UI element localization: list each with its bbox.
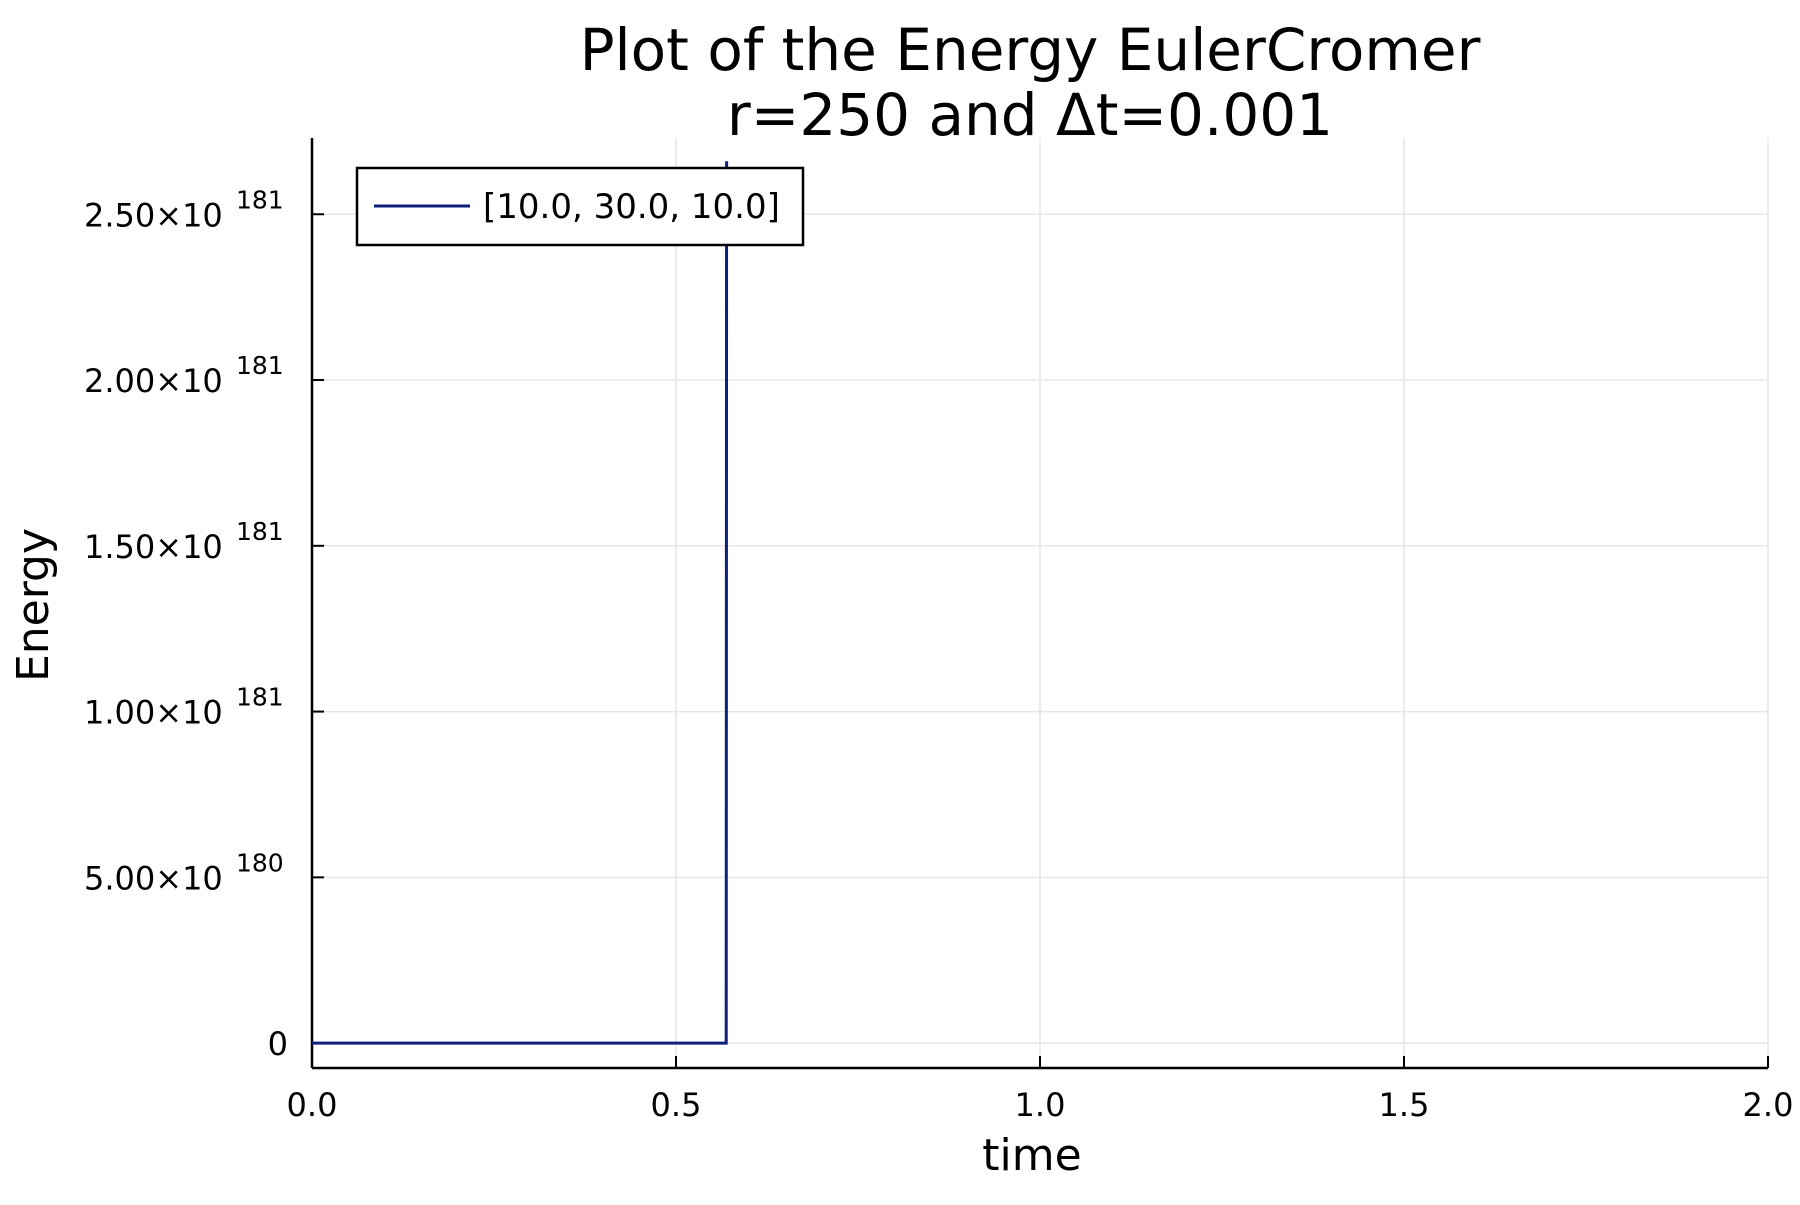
chart-title-line-1: Plot of the Energy EulerCromer bbox=[580, 16, 1481, 84]
x-tick-label-0: 0.0 bbox=[287, 1086, 338, 1124]
x-tick-label-1: 0.5 bbox=[651, 1086, 702, 1124]
axes-layer bbox=[310, 138, 1769, 1070]
y-tick-label-1: 5.00×10 bbox=[84, 859, 223, 897]
y-tick-exponent-5: 181 bbox=[236, 185, 284, 214]
x-axis-label: time bbox=[982, 1130, 1081, 1181]
y-axis-label: Energy bbox=[8, 528, 59, 682]
y-tick-label-5: 2.50×10 bbox=[84, 196, 223, 234]
x-tick-label-2: 1.0 bbox=[1015, 1086, 1066, 1124]
y-tick-label-3: 1.50×10 bbox=[84, 528, 223, 566]
series-layer bbox=[312, 161, 729, 1045]
y-tick-exponent-3: 181 bbox=[236, 517, 284, 546]
y-tick-exponent-2: 181 bbox=[236, 683, 284, 712]
chart-title-line-2: r=250 and Δt=0.001 bbox=[727, 81, 1333, 149]
legend: [10.0, 30.0, 10.0] bbox=[355, 166, 805, 247]
grid-layer bbox=[311, 138, 1769, 1068]
y-tick-label-2: 1.00×10 bbox=[84, 694, 223, 732]
x-tick-label-3: 1.5 bbox=[1379, 1086, 1430, 1124]
legend-label: [10.0, 30.0, 10.0] bbox=[483, 187, 780, 227]
y-tick-label-4: 2.00×10 bbox=[84, 362, 223, 400]
tick-label-layer: 0.0 0.5 1.0 1.5 2.0 0 5.00×10 180 1.00×10 181 1.50… bbox=[84, 185, 1793, 1124]
y-tick-label-0: 0 bbox=[268, 1025, 288, 1063]
y-tick-exponent-4: 181 bbox=[236, 351, 284, 380]
y-tick-exponent-1: 180 bbox=[236, 848, 284, 877]
series-line-0 bbox=[312, 161, 729, 1045]
x-tick-label-4: 2.0 bbox=[1743, 1086, 1794, 1124]
